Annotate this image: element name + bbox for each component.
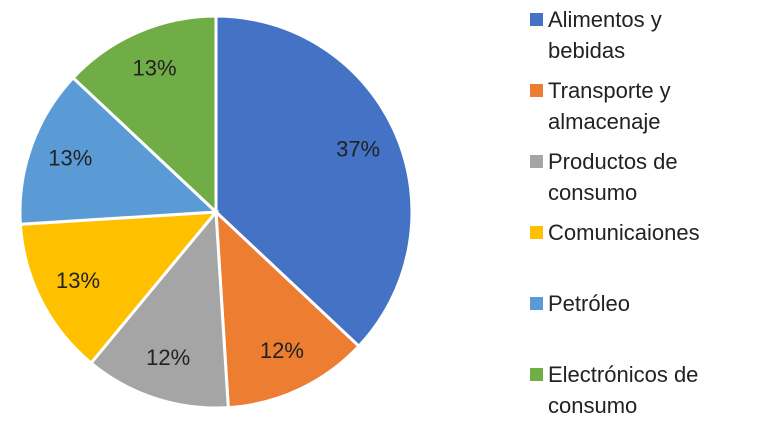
data-label: 13% (132, 56, 176, 81)
legend-label: Electrónicos de consumo (548, 362, 699, 418)
pie-slice (71, 14, 218, 216)
legend-swatch (530, 368, 543, 381)
pie-slice (18, 75, 220, 226)
legend-swatch (530, 155, 543, 168)
legend-item: Petróleo (530, 288, 760, 359)
legend-item: Transporte y almacenaje (530, 75, 760, 146)
data-label: 37% (336, 136, 380, 161)
pie-slice (18, 210, 220, 366)
data-label: 12% (146, 345, 190, 370)
legend-label: Transporte y almacenaje (548, 78, 671, 134)
legend-swatch (530, 13, 543, 26)
legend: Alimentos y bebidas Transporte y almacena… (530, 4, 760, 430)
pie-slice (214, 208, 361, 410)
legend-label: Productos de consumo (548, 149, 678, 205)
legend-swatch (530, 297, 543, 310)
chart: 37% 12% 12% 13% 13% 13% (18, 14, 414, 410)
legend-swatch (530, 226, 543, 239)
pie-slice (214, 14, 414, 349)
legend-item: Productos de consumo (530, 146, 760, 217)
legend-item: Alimentos y bebidas (530, 4, 760, 75)
legend-swatch (530, 84, 543, 97)
legend-label: Comunicaiones (548, 220, 700, 245)
legend-label: Alimentos y bebidas (548, 7, 662, 63)
pie-slice (88, 208, 230, 410)
legend-label: Petróleo (548, 291, 630, 316)
data-label: 12% (260, 338, 304, 363)
legend-item: Electrónicos de consumo (530, 359, 760, 430)
data-label: 13% (56, 268, 100, 293)
data-label: 13% (48, 145, 92, 170)
legend-item: Comunicaiones (530, 217, 760, 288)
